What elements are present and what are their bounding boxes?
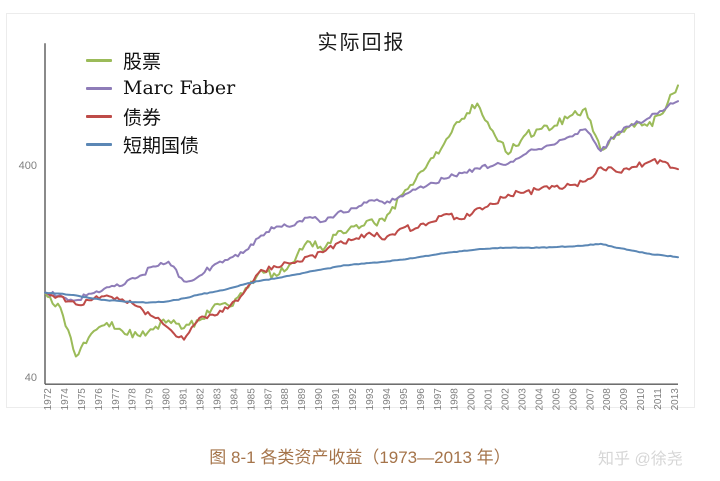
bonds-line-swatch	[86, 114, 112, 118]
svg-text:2002: 2002	[501, 388, 512, 411]
svg-text:1994: 1994	[382, 388, 393, 411]
svg-text:1982: 1982	[196, 388, 207, 411]
svg-text:2001: 2001	[484, 388, 495, 411]
svg-text:1975: 1975	[77, 388, 88, 411]
chart-legend: 股票 Marc Faber 债券 短期国债	[86, 46, 235, 158]
svg-text:2003: 2003	[517, 388, 528, 411]
svg-text:1981: 1981	[179, 388, 190, 411]
tbills-line-swatch	[86, 142, 112, 146]
svg-text:1992: 1992	[348, 388, 359, 411]
svg-text:40: 40	[25, 372, 37, 384]
svg-text:1989: 1989	[297, 388, 308, 411]
svg-text:1998: 1998	[450, 388, 461, 411]
svg-text:2009: 2009	[619, 388, 630, 411]
svg-text:1983: 1983	[212, 388, 223, 411]
svg-text:1972: 1972	[43, 388, 54, 411]
chart-title: 实际回报	[317, 30, 406, 54]
svg-text:2004: 2004	[534, 388, 545, 411]
svg-text:1976: 1976	[94, 388, 105, 411]
legend-item-tbills: 短期国债	[86, 130, 235, 158]
svg-text:1995: 1995	[399, 388, 410, 411]
svg-text:1979: 1979	[145, 388, 156, 411]
svg-text:2010: 2010	[636, 388, 647, 411]
svg-text:2011: 2011	[653, 388, 664, 410]
svg-text:2006: 2006	[568, 388, 579, 411]
svg-text:2007: 2007	[585, 388, 596, 411]
svg-text:1985: 1985	[246, 388, 257, 411]
svg-text:1990: 1990	[314, 388, 325, 411]
chart-plot-area: 40 400 1972 1974 1975 1976 1977 1978 1979 1980 198…	[19, 43, 681, 411]
svg-text:2000: 2000	[467, 388, 478, 411]
svg-text:2013: 2013	[670, 388, 681, 411]
legend-label-stocks: 股票	[123, 50, 162, 73]
zhihu-watermark: 知乎 @徐尧	[598, 451, 683, 468]
legend-item-stocks: 股票	[86, 46, 235, 74]
stocks-line-swatch	[86, 58, 112, 62]
svg-text:1993: 1993	[365, 388, 376, 411]
svg-text:1984: 1984	[229, 388, 240, 411]
marc-faber-line-swatch	[86, 86, 112, 90]
chart-image-border	[6, 13, 695, 408]
svg-text:1977: 1977	[111, 388, 122, 411]
svg-text:1980: 1980	[162, 388, 173, 411]
svg-text:400: 400	[19, 160, 37, 172]
legend-label-bonds: 债券	[123, 106, 162, 129]
svg-text:1996: 1996	[416, 388, 427, 411]
svg-text:1997: 1997	[433, 388, 444, 411]
legend-item-marc-faber: Marc Faber	[86, 74, 235, 102]
legend-item-bonds: 债券	[86, 102, 235, 130]
figure-caption: 图 8-1 各类资产收益（1973—2013 年）	[209, 448, 511, 467]
legend-label-tbills: 短期国债	[123, 134, 200, 157]
legend-label-marc-faber: Marc Faber	[123, 77, 236, 99]
svg-text:1988: 1988	[280, 388, 291, 411]
svg-text:2005: 2005	[551, 388, 562, 411]
svg-text:2008: 2008	[602, 388, 613, 411]
svg-text:1974: 1974	[60, 388, 71, 411]
svg-text:1978: 1978	[128, 388, 139, 411]
svg-text:1987: 1987	[263, 388, 274, 411]
svg-text:1991: 1991	[331, 388, 342, 411]
